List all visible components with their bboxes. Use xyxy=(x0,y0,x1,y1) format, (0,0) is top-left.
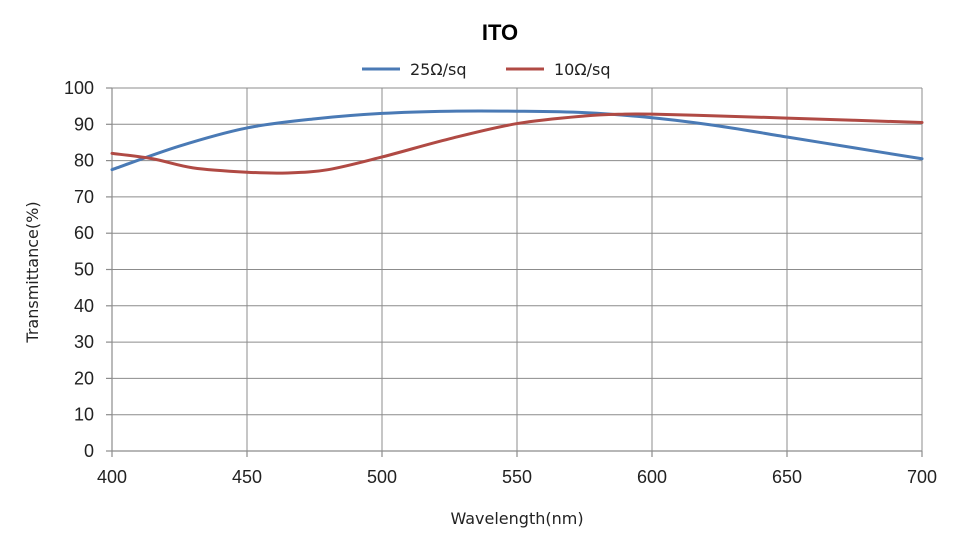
x-tick-label: 450 xyxy=(232,467,262,487)
series-line-10ohm xyxy=(110,112,924,175)
grid xyxy=(111,87,923,452)
x-tick-label: 650 xyxy=(772,467,802,487)
x-tick-label: 550 xyxy=(502,467,532,487)
legend-label: 25Ω/sq xyxy=(410,60,466,79)
chart-title: ITO xyxy=(482,20,518,45)
tick-labels: 0 10 20 30 40 50 60 70 80 90 100 400 450 500 550 600 650… xyxy=(64,78,937,487)
y-tick-label: 100 xyxy=(64,78,94,98)
y-tick-label: 0 xyxy=(84,441,94,461)
y-tick-label: 50 xyxy=(74,260,94,280)
series-lines xyxy=(110,109,924,175)
x-tick-label: 500 xyxy=(367,467,397,487)
axes xyxy=(106,87,923,457)
x-tick-label: 700 xyxy=(907,467,937,487)
y-tick-label: 30 xyxy=(74,332,94,352)
y-axis-label: Transmittance(%) xyxy=(23,201,42,343)
y-tick-label: 90 xyxy=(74,114,94,134)
y-tick-label: 60 xyxy=(74,223,94,243)
y-tick-label: 20 xyxy=(74,368,94,388)
legend: 25Ω/sq 10Ω/sq xyxy=(362,60,610,79)
y-tick-label: 10 xyxy=(74,405,94,425)
y-tick-label: 40 xyxy=(74,296,94,316)
y-tick-label: 70 xyxy=(74,187,94,207)
series-line-25ohm xyxy=(110,109,924,172)
x-axis-label: Wavelength(nm) xyxy=(450,509,583,528)
x-tick-label: 400 xyxy=(97,467,127,487)
legend-label: 10Ω/sq xyxy=(554,60,610,79)
x-tick-label: 600 xyxy=(637,467,667,487)
y-tick-label: 80 xyxy=(74,151,94,171)
